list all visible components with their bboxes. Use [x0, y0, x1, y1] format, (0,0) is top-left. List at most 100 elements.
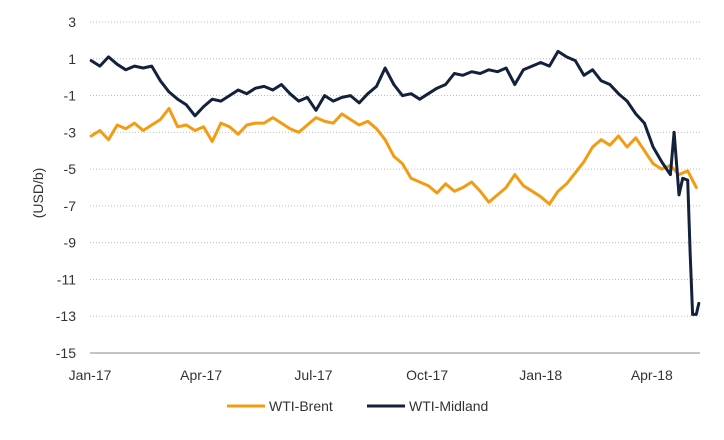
data-point [366, 92, 369, 95]
data-point [159, 79, 162, 83]
data-point [98, 129, 102, 132]
data-point [193, 114, 197, 118]
data-point [651, 162, 655, 165]
y-tick-label: 3 [68, 14, 76, 30]
data-point [565, 55, 568, 59]
data-point [202, 105, 205, 108]
data-point [461, 186, 465, 189]
data-point [409, 92, 413, 95]
data-point [150, 64, 153, 68]
data-point [677, 193, 681, 197]
data-point [634, 112, 637, 116]
data-point [643, 149, 646, 152]
data-point [107, 55, 110, 59]
data-point [634, 136, 637, 139]
data-point [556, 190, 560, 193]
data-point [288, 92, 292, 95]
data-point [124, 68, 128, 72]
data-point [271, 88, 274, 92]
data-point [697, 302, 700, 305]
data-point [418, 180, 421, 184]
y-tick-label: -1 [64, 88, 77, 104]
data-point [98, 64, 102, 68]
data-point [672, 131, 676, 134]
data-point [470, 180, 473, 184]
data-point [496, 193, 499, 197]
data-point [548, 202, 551, 206]
data-point [513, 83, 516, 86]
data-point [453, 72, 456, 75]
data-point [582, 160, 586, 163]
data-point [202, 125, 205, 128]
data-point [262, 85, 266, 88]
data-point [548, 64, 551, 68]
data-point [245, 92, 248, 95]
data-point [237, 88, 240, 92]
data-point [608, 83, 612, 86]
data-point [435, 191, 439, 195]
data-point [617, 134, 620, 138]
y-tick-label: -15 [56, 345, 76, 361]
data-point [262, 121, 266, 125]
data-point [245, 123, 248, 127]
y-tick-label: -11 [57, 271, 76, 287]
series-wti-brent [89, 106, 698, 206]
data-point [651, 145, 655, 149]
data-point [150, 123, 153, 127]
data-point [600, 79, 603, 83]
data-point [392, 83, 395, 86]
data-point [107, 138, 110, 141]
data-point [401, 94, 404, 97]
series-wti-midland [89, 49, 701, 316]
y-tick-label: -9 [64, 235, 77, 251]
x-tick-label: Jul-17 [294, 367, 332, 383]
data-point [688, 250, 692, 254]
x-tick-label: Jan-18 [519, 367, 562, 383]
y-tick-label: 1 [68, 51, 76, 67]
data-point [271, 116, 274, 119]
y-tick-label: -7 [64, 198, 77, 214]
data-point [314, 116, 318, 119]
data-point [539, 195, 542, 198]
y-axis-title: (USD/b) [30, 168, 46, 219]
data-point [288, 127, 292, 130]
data-point [332, 99, 335, 103]
data-point [185, 103, 188, 107]
data-point [522, 68, 525, 72]
data-point [323, 94, 326, 97]
data-point [340, 112, 344, 116]
legend: WTI-Brent WTI-Midland [227, 398, 488, 414]
data-point [167, 107, 171, 110]
y-tick-label: -5 [64, 161, 77, 177]
data-point [409, 177, 413, 180]
data-point [681, 177, 684, 180]
data-point [254, 121, 257, 125]
data-point [617, 92, 620, 95]
data-point [565, 182, 568, 185]
legend-label: WTI-Midland [409, 398, 488, 414]
data-point [591, 145, 594, 149]
series-lines [89, 49, 701, 316]
data-point [159, 118, 162, 121]
data-point [643, 121, 646, 125]
data-point [280, 121, 283, 125]
data-point [556, 50, 560, 53]
data-point [574, 171, 577, 174]
data-point [418, 98, 421, 101]
data-point [496, 70, 499, 73]
data-point [176, 125, 179, 128]
data-point [686, 178, 689, 182]
x-tick-label: Jan-17 [69, 367, 112, 383]
data-point [574, 59, 577, 62]
data-point [133, 121, 136, 125]
legend-label: WTI-Brent [269, 398, 333, 414]
data-point [375, 127, 378, 130]
data-point [392, 155, 395, 158]
data-point [297, 99, 300, 103]
data-point [219, 99, 223, 103]
data-point [582, 74, 586, 77]
data-point [306, 96, 309, 99]
data-point [332, 121, 335, 125]
